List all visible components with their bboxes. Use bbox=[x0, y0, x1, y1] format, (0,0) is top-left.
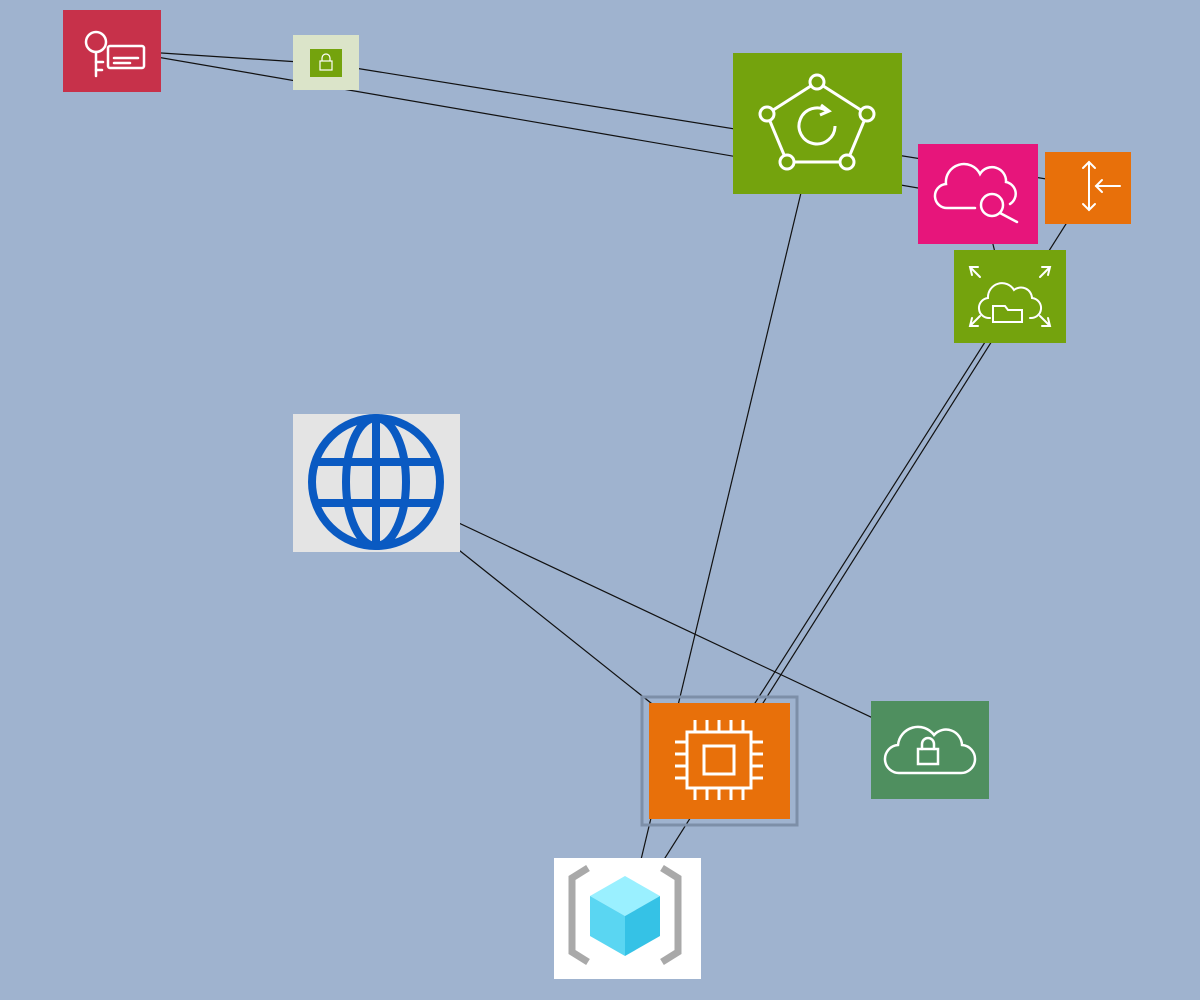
cloud-search-node[interactable] bbox=[918, 144, 1038, 244]
cloud-lock-node[interactable] bbox=[871, 701, 989, 799]
edge-cloud-folder-to-chip bbox=[719, 305, 1009, 759]
bracket-cube-node[interactable] bbox=[554, 858, 701, 979]
key-certificate-icon bbox=[84, 30, 146, 78]
edge-cloud-lock-to-globe bbox=[375, 483, 927, 744]
small-lock-node[interactable] bbox=[293, 35, 359, 90]
arrows-converge-node[interactable] bbox=[1045, 152, 1131, 224]
bracket-cube-icon bbox=[568, 865, 682, 965]
cloud-folder-expand-icon bbox=[968, 266, 1052, 327]
globe-node[interactable] bbox=[293, 414, 460, 552]
selection-frame bbox=[640, 695, 799, 827]
processor-chip-icon bbox=[675, 720, 763, 800]
pentagon-refresh-node[interactable] bbox=[733, 53, 902, 194]
cloud-folder-node[interactable] bbox=[954, 250, 1066, 343]
globe-icon bbox=[308, 414, 444, 550]
small-lock-icon bbox=[319, 53, 333, 71]
cloud-search-icon bbox=[933, 162, 1019, 224]
arrows-converge-icon bbox=[1082, 160, 1121, 212]
processor-chip-node[interactable] bbox=[640, 695, 799, 827]
cloud-lock-icon bbox=[883, 725, 977, 775]
pentagon-refresh-icon bbox=[758, 73, 876, 171]
key-certificate-node[interactable] bbox=[63, 10, 161, 92]
